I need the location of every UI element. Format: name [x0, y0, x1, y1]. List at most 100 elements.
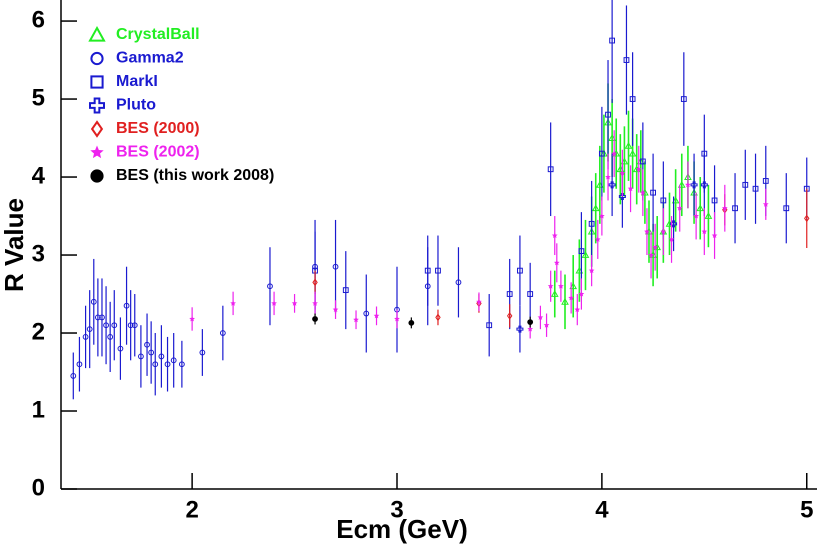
legend-marker — [90, 145, 104, 159]
data-point — [611, 150, 618, 157]
y-tick-label: 5 — [32, 84, 45, 111]
x-tick-label: 5 — [800, 496, 813, 523]
legend-label: Gamma2 — [116, 50, 184, 67]
data-point — [138, 353, 144, 360]
data-point — [628, 149, 637, 157]
data-point — [660, 228, 667, 235]
data-point — [660, 197, 667, 204]
data-point — [619, 170, 626, 176]
data-point — [677, 180, 686, 188]
data-point — [312, 300, 318, 306]
data-point — [99, 314, 105, 321]
y-tick-label: 4 — [32, 162, 46, 189]
data-point — [581, 250, 590, 258]
data-point — [506, 311, 513, 320]
data-point — [527, 326, 534, 332]
data-point — [553, 259, 560, 266]
data-point — [90, 298, 97, 305]
data-point — [394, 315, 400, 322]
data-point — [148, 349, 155, 356]
data-point — [742, 181, 749, 188]
data-point — [598, 150, 605, 157]
data-point — [640, 189, 646, 196]
data-point — [685, 181, 691, 188]
data-point — [762, 201, 769, 207]
data-point — [639, 158, 646, 165]
data-point — [107, 334, 114, 340]
x-tick-label: 3 — [390, 496, 403, 523]
y-tick-label: 3 — [32, 240, 45, 267]
legend-label: CrystalBall — [116, 26, 200, 43]
data-point — [486, 322, 493, 329]
data-point — [103, 322, 109, 329]
y-tick-label: 2 — [32, 318, 45, 345]
data-point — [609, 37, 616, 44]
data-point — [676, 205, 683, 211]
data-point — [127, 322, 134, 329]
data-point — [752, 185, 759, 192]
data-point — [711, 232, 718, 238]
data-point — [267, 283, 273, 290]
x-tick-label: 2 — [185, 496, 198, 523]
legend-marker — [90, 51, 104, 66]
data-point — [111, 322, 118, 329]
legend-marker — [90, 75, 104, 89]
data-point — [783, 205, 790, 212]
data-point — [762, 178, 769, 184]
data-point — [408, 319, 415, 326]
data-point — [476, 298, 482, 305]
data-point — [551, 232, 558, 238]
data-point — [547, 283, 554, 289]
data-point — [680, 96, 687, 102]
legend-label: Pluto — [116, 97, 156, 114]
legend-label: MarkI — [116, 73, 158, 90]
data-point — [578, 291, 585, 297]
data-point — [291, 300, 298, 306]
y-tick-label: 6 — [32, 6, 45, 33]
legend-marker — [89, 97, 105, 114]
data-point — [178, 361, 185, 368]
data-point — [732, 205, 738, 212]
legend-marker — [90, 169, 104, 183]
data-point — [629, 96, 636, 102]
y-axis-label: R Value — [0, 198, 29, 292]
data-point — [170, 357, 177, 364]
data-point — [588, 267, 595, 274]
data-point — [670, 220, 678, 228]
data-point — [693, 213, 699, 219]
y-tick-label: 1 — [32, 396, 45, 423]
data-point — [219, 330, 226, 336]
data-point — [591, 204, 600, 212]
x-tick-label: 4 — [595, 496, 609, 523]
data-point — [332, 263, 339, 270]
data-point — [144, 341, 150, 348]
data-point — [353, 316, 359, 323]
data-point — [363, 310, 370, 317]
data-point — [543, 322, 550, 328]
data-point — [123, 302, 130, 309]
data-point — [599, 213, 605, 219]
data-point — [561, 297, 569, 305]
data-point — [312, 316, 318, 322]
data-point — [588, 220, 595, 227]
data-point — [455, 279, 462, 286]
data-point — [652, 244, 658, 250]
data-point — [373, 312, 380, 319]
data-point — [574, 306, 581, 313]
data-point — [648, 252, 654, 258]
data-point — [435, 313, 441, 322]
data-point — [527, 291, 534, 297]
legend-label: BES (this work 2008) — [116, 167, 274, 184]
data-point — [690, 181, 698, 189]
data-point — [627, 185, 634, 192]
legend-label: BES (2002) — [116, 144, 200, 161]
data-point — [82, 334, 89, 340]
x-axis-label: Ecm (GeV) — [336, 514, 468, 544]
data-point — [704, 212, 713, 219]
data-point — [158, 353, 165, 360]
data-point — [312, 278, 318, 287]
data-point — [650, 189, 656, 196]
data-point — [623, 57, 630, 63]
data-point — [618, 193, 626, 201]
data-point — [635, 166, 642, 172]
